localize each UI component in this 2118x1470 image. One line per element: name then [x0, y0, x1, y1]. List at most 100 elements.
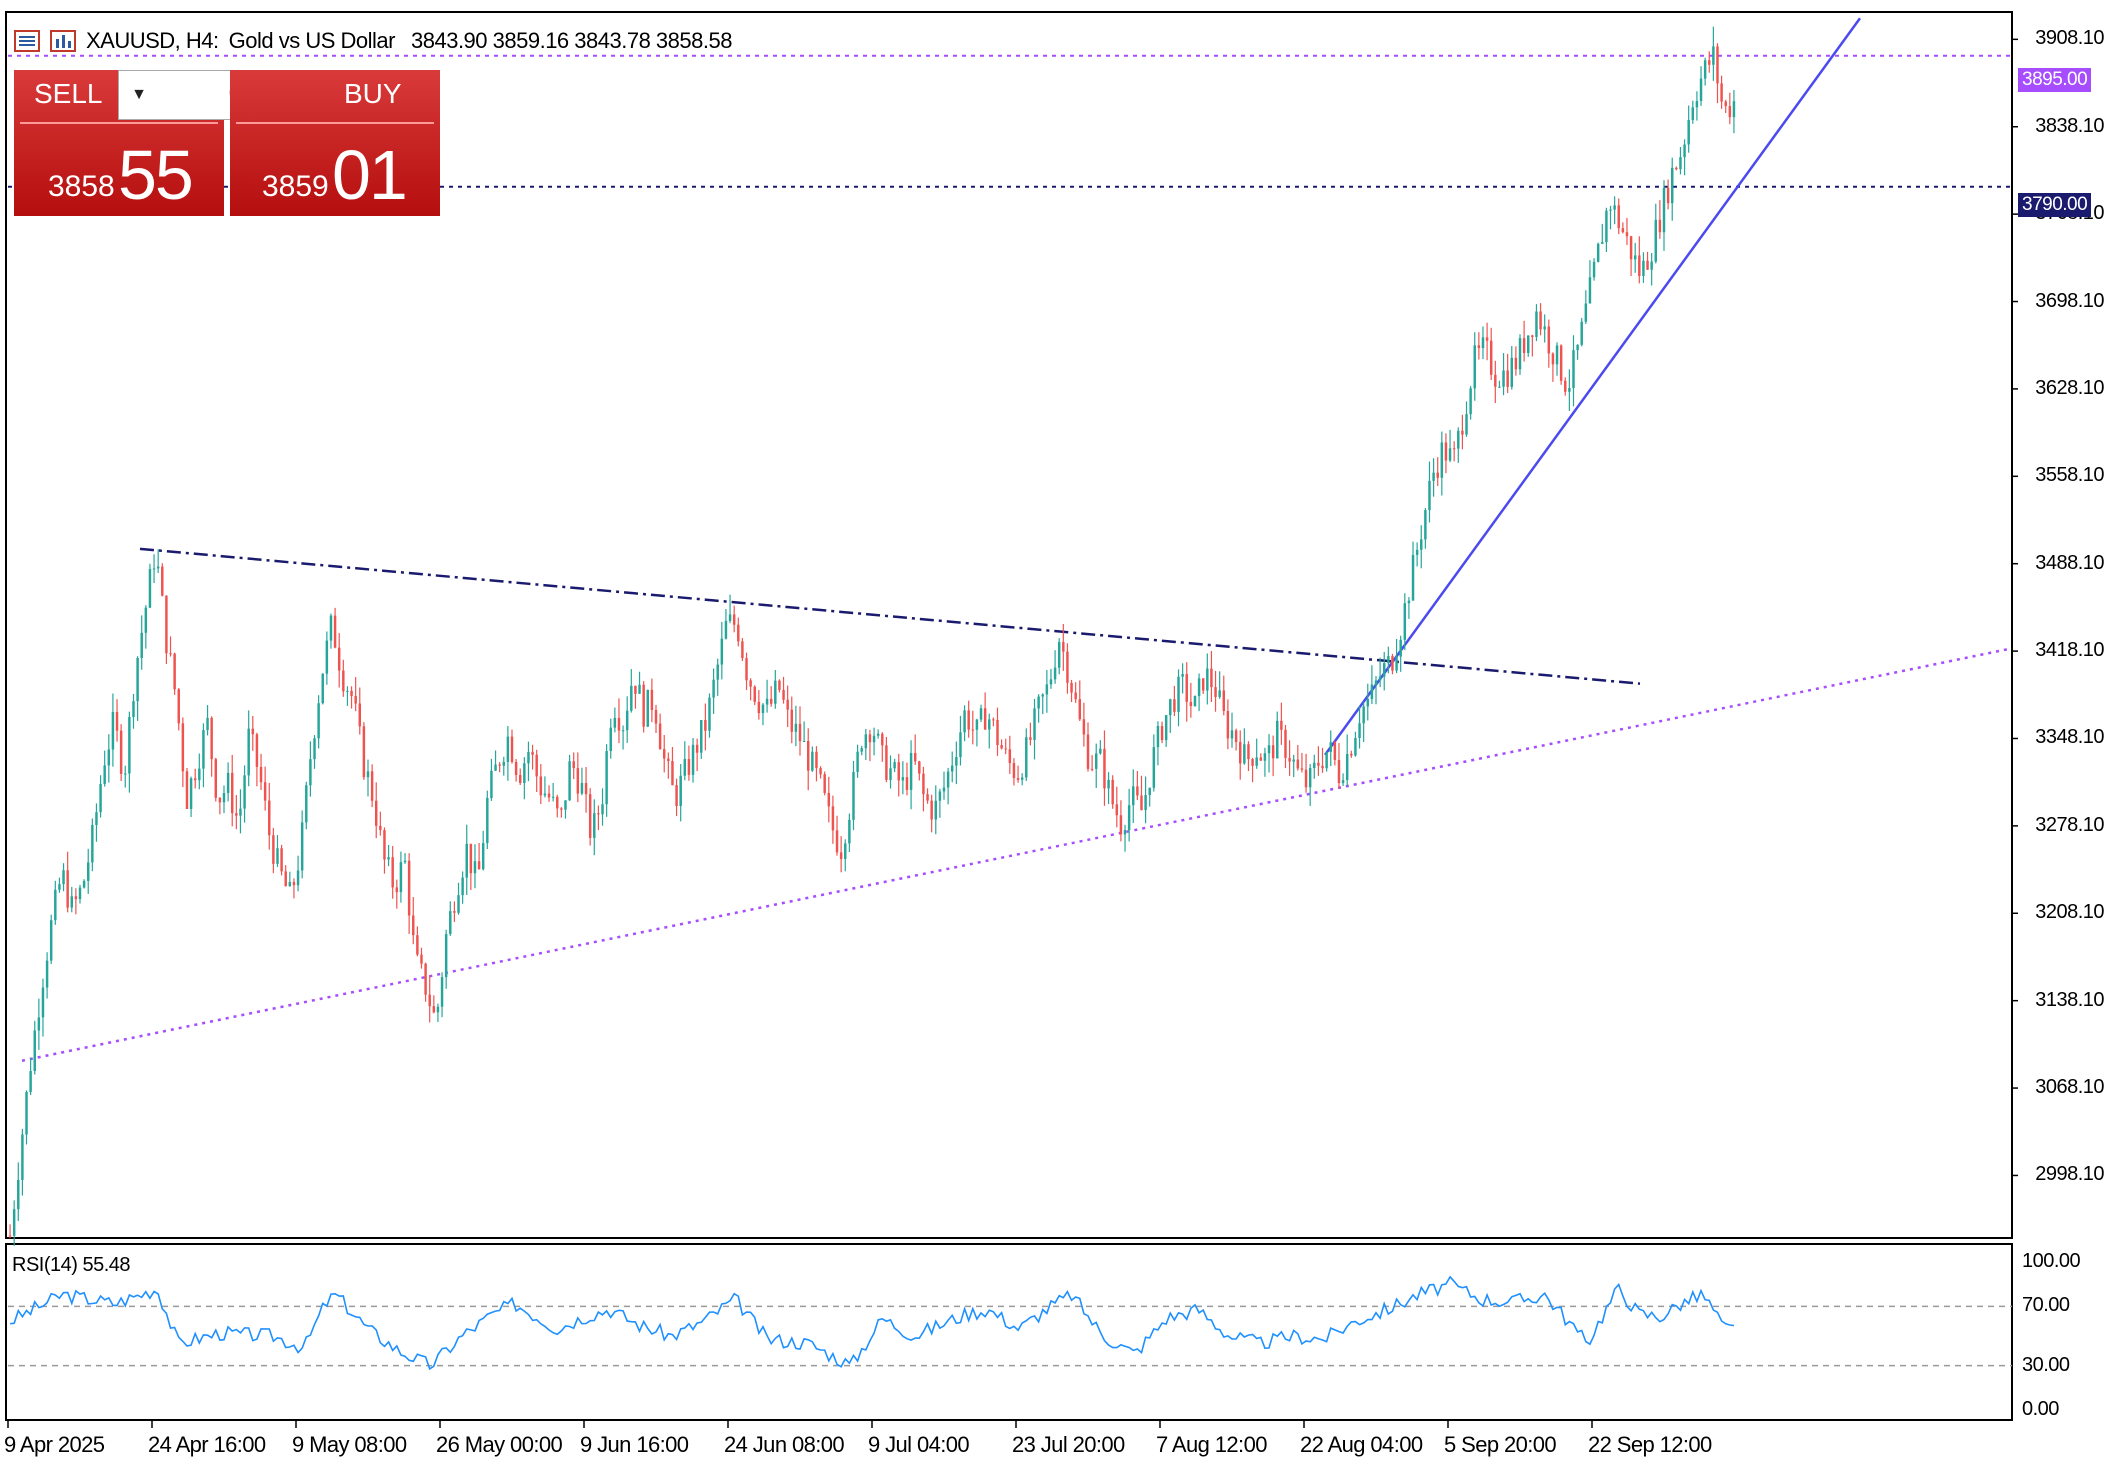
candle-body	[1354, 738, 1357, 756]
price-axis-label: 3068.10	[2035, 1076, 2104, 1099]
candle-body	[1374, 680, 1378, 685]
candle-body	[1633, 255, 1637, 260]
candle-body	[1238, 742, 1242, 764]
candle-body	[1543, 326, 1546, 330]
candle-body	[934, 800, 938, 820]
candle-body	[91, 825, 94, 863]
candle-body	[1395, 656, 1398, 671]
price-axis-label: 2998.10	[2035, 1163, 2104, 1186]
candle-body	[988, 719, 991, 730]
candle-body	[1732, 101, 1736, 118]
candle-body	[1646, 260, 1649, 270]
candle-body	[226, 772, 230, 793]
candle-body	[1284, 729, 1287, 758]
candle-body	[909, 753, 913, 790]
chart-header: XAUUSD, H4: Gold vs US Dollar 3843.90 38…	[14, 26, 732, 56]
candle-body	[1720, 83, 1723, 102]
chart-window-icon[interactable]	[50, 29, 76, 53]
candle-body	[494, 764, 497, 771]
candle-body	[1629, 236, 1633, 260]
candle-body	[305, 785, 308, 823]
candle-body	[1444, 442, 1448, 461]
candle-body	[1308, 767, 1312, 788]
candle-body	[601, 804, 604, 815]
candle-body	[979, 708, 983, 720]
candle-body	[1037, 696, 1040, 709]
candle-body	[613, 717, 617, 728]
candle-body	[1576, 344, 1579, 351]
candle-body	[181, 723, 185, 772]
candle-body	[136, 658, 139, 702]
candle-body	[901, 777, 905, 781]
price-axis-label: 3138.10	[2035, 988, 2104, 1011]
candle-body	[280, 848, 283, 872]
candle-body	[391, 857, 394, 888]
candle-body	[1321, 765, 1324, 769]
candle-body	[58, 884, 61, 890]
candle-body	[465, 843, 468, 878]
candle-body	[1658, 219, 1662, 233]
candle-body	[806, 740, 810, 771]
candle-body	[741, 641, 744, 659]
candle-body	[1452, 448, 1456, 450]
candle-body	[720, 638, 724, 665]
candle-body	[292, 882, 296, 886]
candle-body	[576, 768, 580, 794]
candle-body	[502, 761, 506, 766]
candle-body	[1086, 734, 1090, 769]
candle-body	[66, 870, 69, 908]
candle-body	[1625, 232, 1629, 237]
candle-body	[831, 806, 835, 831]
candle-body	[1436, 472, 1439, 478]
candle-body	[1642, 260, 1645, 276]
candle-body	[568, 761, 571, 801]
candle-body	[1539, 311, 1542, 330]
candle-body	[1234, 730, 1238, 743]
candle-body	[103, 765, 106, 784]
buy-divider	[236, 122, 434, 124]
candle-body	[1094, 753, 1098, 769]
candle-body	[325, 640, 329, 674]
candle-body	[638, 684, 641, 694]
candle-body	[815, 751, 818, 769]
price-axis-label: 3908.10	[2035, 27, 2104, 50]
candle-body	[1276, 720, 1279, 759]
candle-body	[284, 871, 287, 887]
candle-body	[21, 1134, 24, 1180]
candle-body	[876, 733, 880, 736]
candle-body	[1547, 326, 1551, 354]
candle-body	[1666, 187, 1670, 204]
candle-body	[757, 701, 761, 714]
candle-body	[1053, 667, 1057, 680]
candle-body	[416, 935, 419, 955]
price-axis-label: 3418.10	[2035, 639, 2104, 662]
candle-body	[1382, 663, 1386, 677]
candle-body	[778, 680, 781, 690]
candle-body	[1210, 668, 1213, 688]
lot-decrease-icon[interactable]: ▼	[131, 86, 147, 103]
candle-body	[1140, 795, 1143, 811]
chart-list-icon[interactable]	[14, 29, 40, 53]
candle-body	[457, 895, 460, 913]
candle-body	[1267, 745, 1271, 754]
candle-body	[1160, 726, 1164, 741]
candle-body	[362, 726, 366, 778]
candle-body	[1033, 708, 1036, 740]
candle-body	[1670, 167, 1674, 204]
candle-body	[243, 775, 246, 809]
candle-body	[1062, 642, 1065, 652]
candle-body	[177, 689, 180, 724]
candle-body	[1127, 805, 1131, 831]
candle-body	[1226, 711, 1230, 739]
candle-body	[967, 710, 970, 730]
candle-body	[185, 771, 189, 809]
candle-body	[510, 736, 514, 762]
rsi-line	[10, 1275, 1735, 1371]
buy-button[interactable]: BUY 3859 01	[230, 70, 440, 216]
candle-body	[996, 719, 999, 746]
candle-body	[695, 744, 699, 753]
candle-body	[848, 819, 851, 844]
candle-body	[1045, 684, 1049, 695]
candle-body	[551, 796, 555, 798]
